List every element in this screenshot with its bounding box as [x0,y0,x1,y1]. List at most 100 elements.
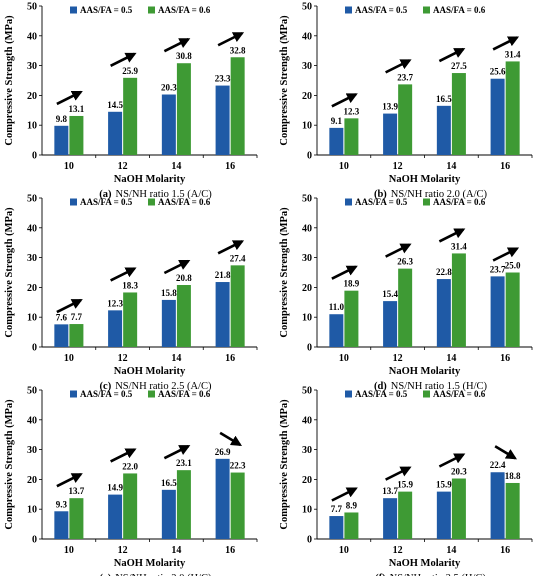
bar [436,105,451,155]
bar [176,285,191,347]
trend-arrow-up [110,267,137,282]
data-label: 23.7 [397,72,413,82]
x-axis-title: NaOH Molarity [389,366,461,377]
trend-arrow-down [219,431,242,446]
trend-arrow-up [438,47,466,63]
data-label: 14.9 [107,483,123,493]
x-tick-label: 10 [339,545,349,556]
bar [108,494,123,539]
data-label: 22.8 [436,267,452,277]
data-label: 31.4 [505,49,521,59]
bar [383,113,398,155]
trend-arrow-up [438,228,466,243]
data-label: 8.9 [346,500,358,510]
trend-arrow-up [385,59,412,74]
data-label: 16.5 [161,478,177,488]
chart-panel: 0 10 20 30 40 50 Compressive Strength (MPa) 10 1… [4,194,258,392]
legend-label: AAS/FA = 0.5 [80,197,133,207]
bar [329,314,344,347]
panel-caption: (d) NS/NH ratio 1.5 (H/C) [374,381,488,392]
data-label: 9.8 [56,114,68,124]
legend-label: AAS/FA = 0.5 [355,5,408,15]
bar [54,324,69,347]
trend-arrow-up [110,52,137,67]
caption-text: NS/NH ratio 2.5 (A/C) [115,381,212,392]
trend-arrow-up [110,448,137,463]
bar [329,516,344,539]
data-label: 22.3 [230,461,246,471]
y-axis-title: Compressive Strength (MPa) [4,399,15,530]
bar [215,458,230,539]
x-tick-label: 12 [393,161,403,172]
data-label: 18.8 [505,471,521,481]
x-tick-label: 10 [339,161,349,172]
bar [230,472,245,539]
legend-label: AAS/FA = 0.5 [80,389,133,399]
legend-swatch [423,6,430,14]
bar [176,470,191,539]
x-tick-label: 10 [64,161,74,172]
data-label: 25.6 [490,67,506,77]
x-tick-label: 16 [500,353,510,364]
x-tick-label: 10 [64,353,74,364]
trend-arrow-up [56,298,83,314]
y-tick-label: 50 [302,194,312,205]
legend-swatch [345,390,352,398]
bar [329,127,344,155]
x-tick-label: 16 [225,161,235,172]
x-axis-title: NaOH Molarity [389,558,461,569]
bar [108,111,123,155]
trend-arrow-up [163,444,191,460]
y-tick-label: 30 [27,445,37,456]
x-tick-label: 14 [171,161,181,172]
data-label: 15.9 [436,480,452,490]
trend-arrow-up [331,265,358,280]
y-tick-label: 40 [27,31,37,42]
x-tick-label: 12 [118,545,128,556]
x-tick-label: 12 [393,545,403,556]
bar [344,290,359,347]
bar [505,272,520,347]
bar [123,292,138,347]
bar [490,472,505,539]
x-tick-label: 12 [118,161,128,172]
data-label: 11.0 [329,302,345,312]
legend-swatch [148,6,155,14]
y-axis-title: Compressive Strength (MPa) [279,399,290,530]
data-label: 9.3 [56,499,68,509]
y-axis-title: Compressive Strength (MPa) [4,15,15,146]
data-label: 7.6 [56,312,68,322]
x-tick-label: 10 [64,545,74,556]
x-axis-title: NaOH Molarity [114,558,186,569]
legend-swatch [423,390,430,398]
data-label: 18.3 [122,280,138,290]
y-tick-label: 50 [27,194,37,205]
bar [344,118,359,155]
data-label: 23.7 [490,264,506,274]
data-label: 21.8 [215,270,231,280]
data-label: 7.7 [331,504,343,514]
trend-arrow-up [163,259,191,275]
y-tick-label: 10 [302,313,312,324]
bar [123,473,138,539]
data-label: 15.9 [397,480,413,490]
legend-label: AAS/FA = 0.6 [158,5,211,15]
data-label: 18.9 [344,279,360,289]
y-tick-label: 50 [302,386,312,397]
x-axis-title: NaOH Molarity [114,174,186,185]
y-tick-label: 10 [27,505,37,516]
y-tick-label: 0 [307,535,312,546]
bar [230,57,245,156]
bar [161,94,176,155]
data-label: 13.1 [69,104,85,114]
trend-arrow-up [217,32,245,47]
bar [398,84,413,155]
bar [398,268,413,347]
data-label: 15.8 [161,288,177,298]
caption-text: NS/NH ratio 2.0 (H/C) [115,573,212,576]
bar [398,491,413,539]
y-tick-label: 30 [27,61,37,72]
y-tick-label: 40 [302,31,312,42]
trend-arrow-up [163,38,191,53]
x-tick-label: 16 [225,545,235,556]
